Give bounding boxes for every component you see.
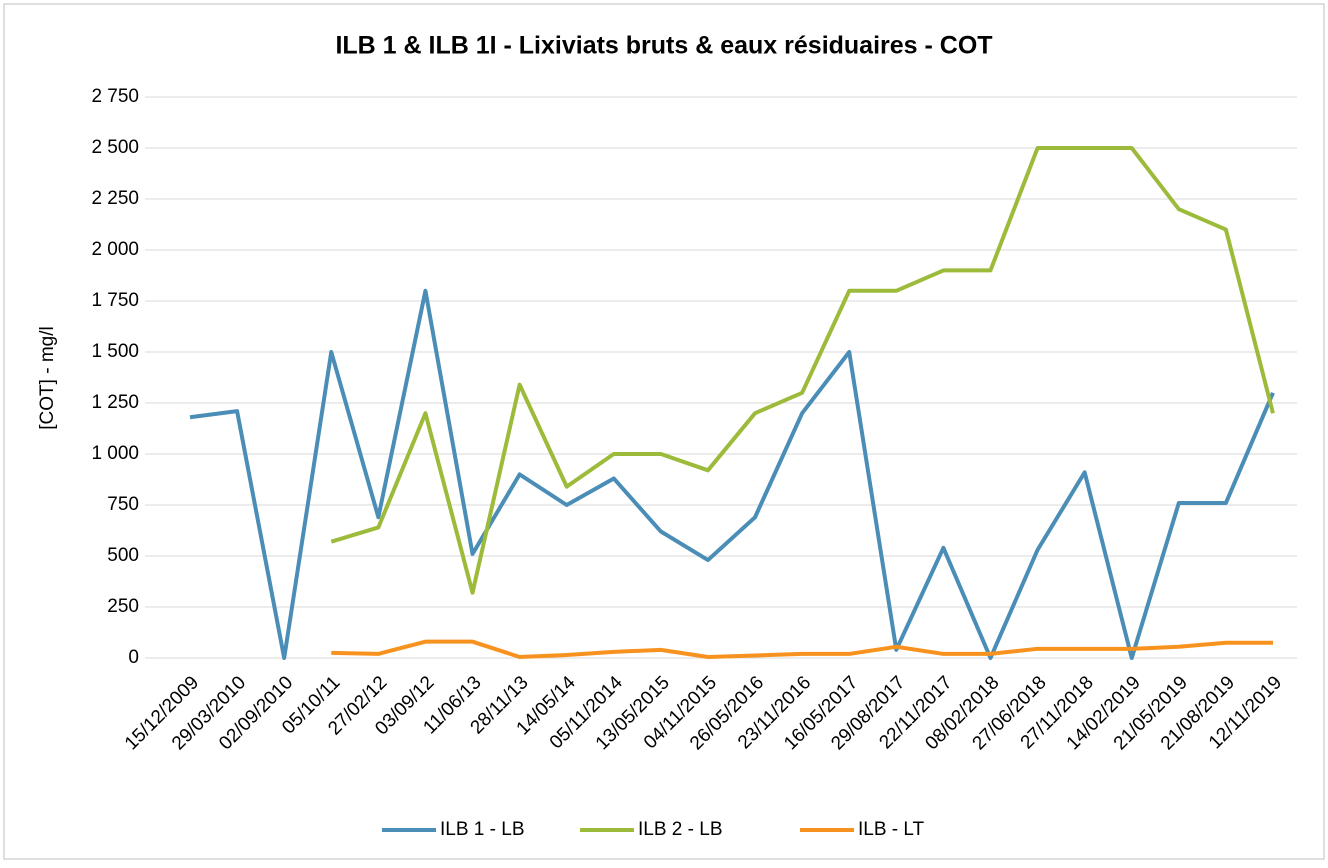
y-tick-label: 1 750 <box>91 290 139 311</box>
legend-label: ILB - LT <box>858 819 925 840</box>
y-tick-label: 0 <box>128 647 139 668</box>
y-axis-label: [COT] - mg/l <box>37 326 58 429</box>
y-tick-label: 250 <box>107 596 139 617</box>
y-tick-label: 2 000 <box>91 239 139 260</box>
series-line <box>331 639 1273 659</box>
y-tick-label: 1 000 <box>91 443 139 464</box>
y-tick-label: 1 500 <box>91 341 139 362</box>
y-tick-label: 2 500 <box>91 137 139 158</box>
y-tick-label: 500 <box>107 545 139 566</box>
legend-label: ILB 1 - LB <box>440 819 525 840</box>
series-line <box>189 288 1275 660</box>
y-tick-label: 2 250 <box>91 188 139 209</box>
chart-title: ILB 1 & ILB 1I - Lixiviats bruts & eaux … <box>335 32 992 60</box>
y-tick-label: 750 <box>107 494 139 515</box>
y-tick-label: 2 750 <box>91 86 139 107</box>
y-tick-label: 1 250 <box>91 392 139 413</box>
legend-label: ILB 2 - LB <box>638 819 723 840</box>
series-line <box>330 146 1275 595</box>
